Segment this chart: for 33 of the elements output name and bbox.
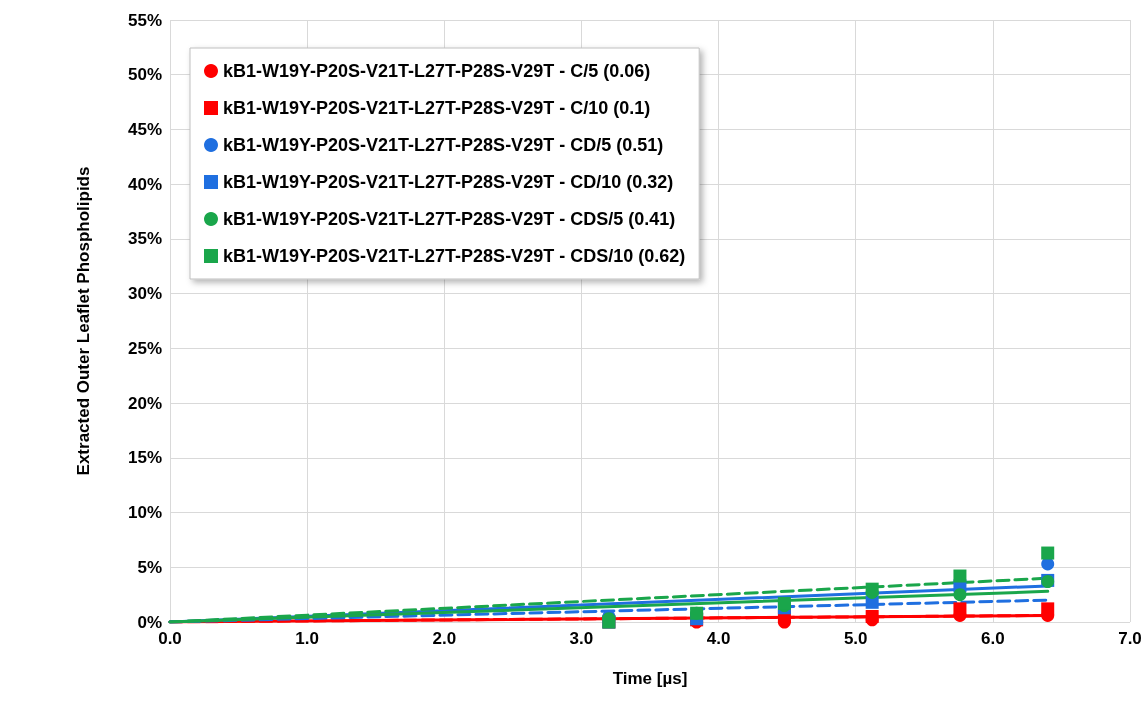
x-tick-label: 6.0	[981, 629, 1005, 648]
point	[953, 569, 967, 583]
x-tick-label: 4.0	[706, 629, 731, 648]
point	[953, 602, 967, 616]
x-tick-label: 3.0	[569, 629, 594, 648]
y-tick-label: 50%	[127, 65, 162, 85]
y-tick-label: 25%	[127, 338, 162, 358]
point	[1041, 602, 1055, 616]
x-tick-label: 0.0	[158, 629, 182, 648]
y-tick-label: 20%	[127, 393, 162, 413]
y-tick-label: 55%	[127, 10, 162, 30]
legend-label: kB1-W19Y-P20S-V21T-L27T-P28S-V29T - CD/10 (0.32)	[223, 172, 674, 192]
legend-label: kB1-W19Y-P20S-V21T-L27T-P28S-V29T - C/10 (0.1)	[223, 98, 651, 118]
legend-label: kB1-W19Y-P20S-V21T-L27T-P28S-V29T - CD/5 (0.51)	[223, 135, 664, 155]
x-tick-label: 5.0	[843, 629, 868, 648]
legend-label: kB1-W19Y-P20S-V21T-L27T-P28S-V29T - CDS/5 (0.41)	[223, 209, 676, 229]
legend-label: kB1-W19Y-P20S-V21T-L27T-P28S-V29T - CDS/10 (0.62)	[223, 246, 686, 266]
y-tick-label: 15%	[127, 448, 162, 468]
y-tick-label: 5%	[137, 557, 162, 577]
point	[1041, 546, 1055, 560]
x-axis-title: Time [µs]	[612, 669, 688, 688]
x-tick-label: 7.0	[1118, 629, 1142, 648]
y-tick-label: 40%	[127, 174, 162, 194]
point	[953, 588, 967, 602]
y-tick-label: 10%	[127, 503, 162, 523]
x-tick-label: 1.0	[295, 629, 319, 648]
y-tick-label: 0%	[137, 612, 162, 632]
x-tick-label: 2.0	[432, 629, 457, 648]
y-tick-label: 35%	[127, 229, 162, 249]
y-axis-title: Extracted Outer Leaflet Phospholipids	[74, 166, 93, 476]
y-tick-label: 30%	[127, 284, 162, 304]
legend-label: kB1-W19Y-P20S-V21T-L27T-P28S-V29T - C/5 (0.06)	[223, 61, 651, 81]
y-tick-label: 45%	[127, 119, 162, 139]
